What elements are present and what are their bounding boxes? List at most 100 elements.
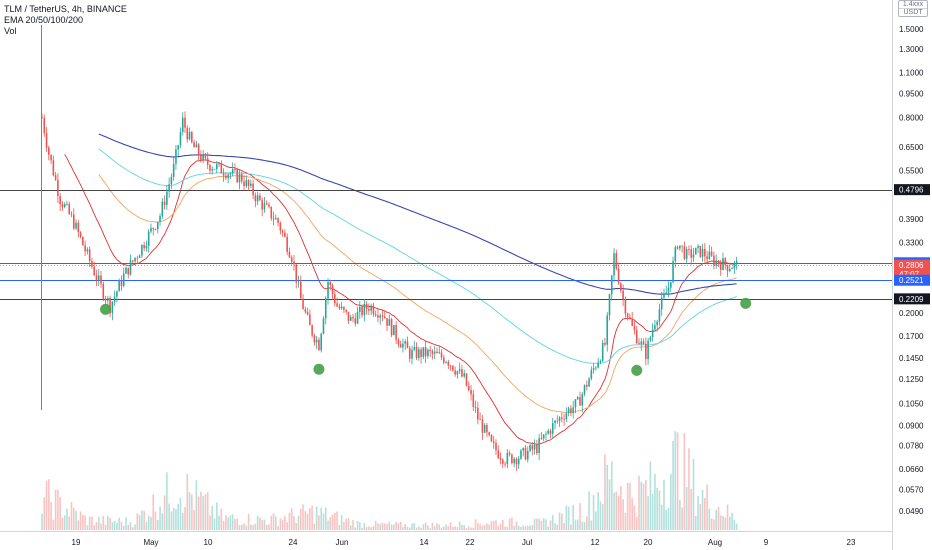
price-tick-label: 0.1250 [899, 375, 924, 384]
candle-body [701, 248, 704, 257]
time-axis[interactable]: 19 May 10 24 Jun 14 22 Jul 12 20 Aug 9 23 [72, 538, 856, 547]
volume-bar [113, 520, 116, 530]
volume-bar [717, 506, 720, 530]
pivot-marker [100, 303, 112, 315]
volume-bar [168, 503, 170, 530]
candle-body [633, 325, 636, 331]
volume-bar [227, 517, 229, 530]
candle-body [79, 232, 82, 237]
volume-bar [250, 524, 252, 530]
candle-body [188, 132, 191, 140]
candle-body [320, 333, 323, 351]
candle-body [504, 463, 506, 465]
volume-bar [449, 522, 452, 530]
candle-body [665, 292, 668, 294]
price-axis[interactable]: 1.5000 1.3000 1.1000 0.9500 0.8000 0.6500 0.55… [899, 25, 924, 516]
ema-indicator-title[interactable]: EMA 20/50/100/200 [4, 15, 84, 25]
candle-body [122, 273, 125, 286]
volume-bar [565, 505, 568, 530]
candle-body [613, 253, 615, 276]
price-label-value: 0.4796 [899, 186, 924, 195]
candle-body [352, 316, 354, 319]
candle-body [66, 203, 68, 205]
candle-body [679, 245, 681, 249]
volume-bar [136, 513, 139, 530]
volume-bar [150, 517, 152, 530]
volume-bar [418, 526, 420, 530]
volume-bars [41, 431, 738, 530]
volume-bar [209, 515, 211, 530]
candle-body [334, 294, 336, 304]
candle-body [318, 339, 320, 351]
symbol-title[interactable]: TLM / TetherUS, 4h, BINANCE [4, 4, 127, 14]
volume-bar [495, 520, 497, 530]
candle-body [229, 173, 232, 175]
candle-body [488, 432, 490, 436]
candle-body [631, 318, 633, 326]
volume-bar [193, 510, 195, 530]
volume-bar [116, 522, 118, 530]
quote-currency: USDT [899, 8, 927, 16]
candle-body [270, 206, 273, 219]
volume-bar [526, 525, 529, 530]
volume-bar [688, 448, 690, 530]
candle-body [299, 281, 302, 299]
candle-body [545, 433, 547, 435]
candle-body [379, 315, 382, 318]
price-tick-label: 0.3900 [899, 215, 924, 224]
pivot-marker [631, 364, 643, 376]
volume-bar [531, 524, 534, 530]
candle-body [145, 245, 148, 249]
volume-bar [52, 519, 55, 530]
volume-bar [724, 517, 727, 530]
candle-body [431, 351, 434, 354]
candle-body [520, 450, 522, 459]
candle-body [676, 247, 679, 249]
candle-body [275, 218, 277, 220]
volume-bar [701, 489, 704, 530]
time-tick-label: 23 [847, 538, 856, 547]
candle-body [177, 145, 179, 150]
volume-bar [511, 517, 513, 530]
volume-bar [517, 525, 520, 530]
volume-bar [719, 515, 722, 530]
candle-body [311, 325, 313, 336]
volume-bar [334, 512, 336, 530]
candle-body [445, 361, 447, 363]
candle-body [111, 301, 114, 314]
volume-bar [72, 507, 75, 530]
volume-bar [645, 479, 647, 530]
volume-bar [309, 508, 311, 530]
candle-body [486, 424, 488, 433]
price-tick-label: 0.6500 [899, 143, 924, 152]
volume-bar [663, 479, 665, 530]
volume-bar [674, 431, 677, 530]
candle-body [388, 319, 391, 326]
candle-body [322, 318, 325, 334]
candle-body [52, 160, 55, 176]
candle-body [547, 430, 550, 434]
volume-bar [107, 515, 109, 530]
candle-body [109, 297, 111, 314]
volume-bar [595, 511, 597, 530]
volume-bar [265, 524, 268, 530]
volume-bar [538, 518, 540, 530]
candle-body [406, 341, 409, 349]
volume-bar [75, 511, 77, 530]
volume-bar [445, 524, 447, 530]
volume-bar [461, 524, 463, 530]
candle-body [574, 399, 577, 408]
candle-body [370, 305, 372, 311]
volume-bar [642, 483, 645, 530]
quote-currency-box[interactable]: 1.4xxx USDT [898, 0, 928, 17]
volume-bar [306, 513, 309, 530]
volume-bar [481, 525, 484, 530]
volume-bar [177, 503, 179, 530]
candle-body [57, 179, 59, 197]
volume-indicator-title[interactable]: Vol [4, 26, 17, 36]
volume-bar [690, 488, 693, 530]
volume-bar [68, 516, 71, 530]
volume-bar [352, 520, 354, 530]
